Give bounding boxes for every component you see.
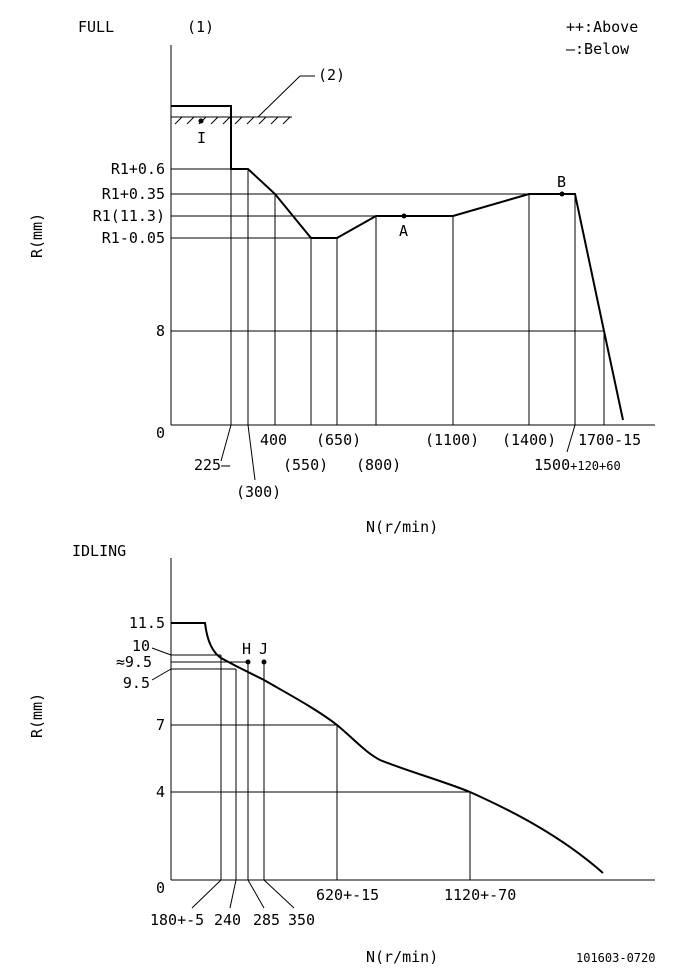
full-x-axis-label: N(r/min): [366, 518, 438, 536]
idling-x-tick-350: 350: [288, 911, 315, 929]
point-b-label: B: [557, 173, 566, 191]
idling-y-tick-4: 4: [156, 783, 165, 801]
full-x-tick-550: (550): [283, 456, 328, 474]
full-x-tick-1700: 1700-15: [578, 431, 641, 449]
point-j-label: J: [259, 640, 268, 658]
full-curve: [171, 105, 624, 421]
legend-above: ++:Above: [566, 18, 638, 36]
idling-x-tick-285: 285: [253, 911, 280, 929]
idling-chart: H J 11.5 10 ≈9.5 9.5 7 4 0 R(mm) 180+-5 …: [28, 558, 655, 966]
full-x-tick-1400: (1400): [502, 431, 556, 449]
idling-x-tick-620: 620+-15: [316, 886, 379, 904]
idling-y-tick-7: 7: [156, 716, 165, 734]
full-x-tick-300: (300): [236, 483, 281, 501]
idling-x-tick-240: 240: [214, 911, 241, 929]
idling-y-tick-115: 11.5: [129, 614, 165, 632]
document-id: 101603-0720: [576, 951, 655, 965]
full-x-tick-800: (800): [356, 456, 401, 474]
point-a-label: A: [399, 222, 408, 240]
note-1: (1): [187, 18, 214, 36]
full-y-tick-r1: R1(11.3): [93, 207, 165, 225]
full-title: FULL: [78, 18, 114, 36]
idling-x-axis-label: N(r/min): [366, 948, 438, 966]
full-x-tick-650: (650): [316, 431, 361, 449]
point-b-marker: [559, 191, 565, 197]
idling-y-tick-0: 0: [156, 879, 165, 897]
full-chart: (2) I A B R1+0.6 R1+0.35 R1(11.3) R1-0.0…: [28, 45, 655, 536]
idling-x-tick-1120: 1120+-70: [444, 886, 516, 904]
point-h-label: H: [242, 640, 251, 658]
idling-y-axis-label: R(mm): [28, 693, 46, 738]
idling-y-tick-10: 10: [132, 637, 150, 655]
full-y-tick-8: 8: [156, 322, 165, 340]
full-x-tick-1500: 1500+120+60: [534, 456, 621, 474]
idling-title: IDLING: [72, 542, 126, 560]
full-x-tick-400: 400: [260, 431, 287, 449]
idling-y-tick-95-approx: ≈9.5: [116, 653, 152, 671]
full-x-tick-225: 225—: [194, 456, 231, 474]
full-y-tick-r1-minus-005: R1-0.05: [102, 229, 165, 247]
point-i-marker: [198, 118, 204, 124]
note-2-leader: [257, 75, 301, 118]
idling-curve: [171, 622, 604, 874]
point-a-marker: [401, 213, 407, 219]
point-h-marker: [245, 659, 251, 665]
idling-x-tick-180: 180+-5: [150, 911, 204, 929]
full-x-tick-1100: (1100): [425, 431, 479, 449]
point-j-marker: [261, 659, 267, 665]
idling-y-tick-95: 9.5: [123, 674, 150, 692]
full-y-tick-r1-plus-06: R1+0.6: [111, 160, 165, 178]
full-y-axis-label: R(mm): [28, 213, 46, 258]
point-i-label: I: [197, 129, 206, 147]
full-y-tick-r1-plus-035: R1+0.35: [102, 185, 165, 203]
note-2: (2): [318, 66, 345, 84]
legend-below: —:Below: [566, 40, 630, 58]
full-y-tick-0: 0: [156, 424, 165, 442]
